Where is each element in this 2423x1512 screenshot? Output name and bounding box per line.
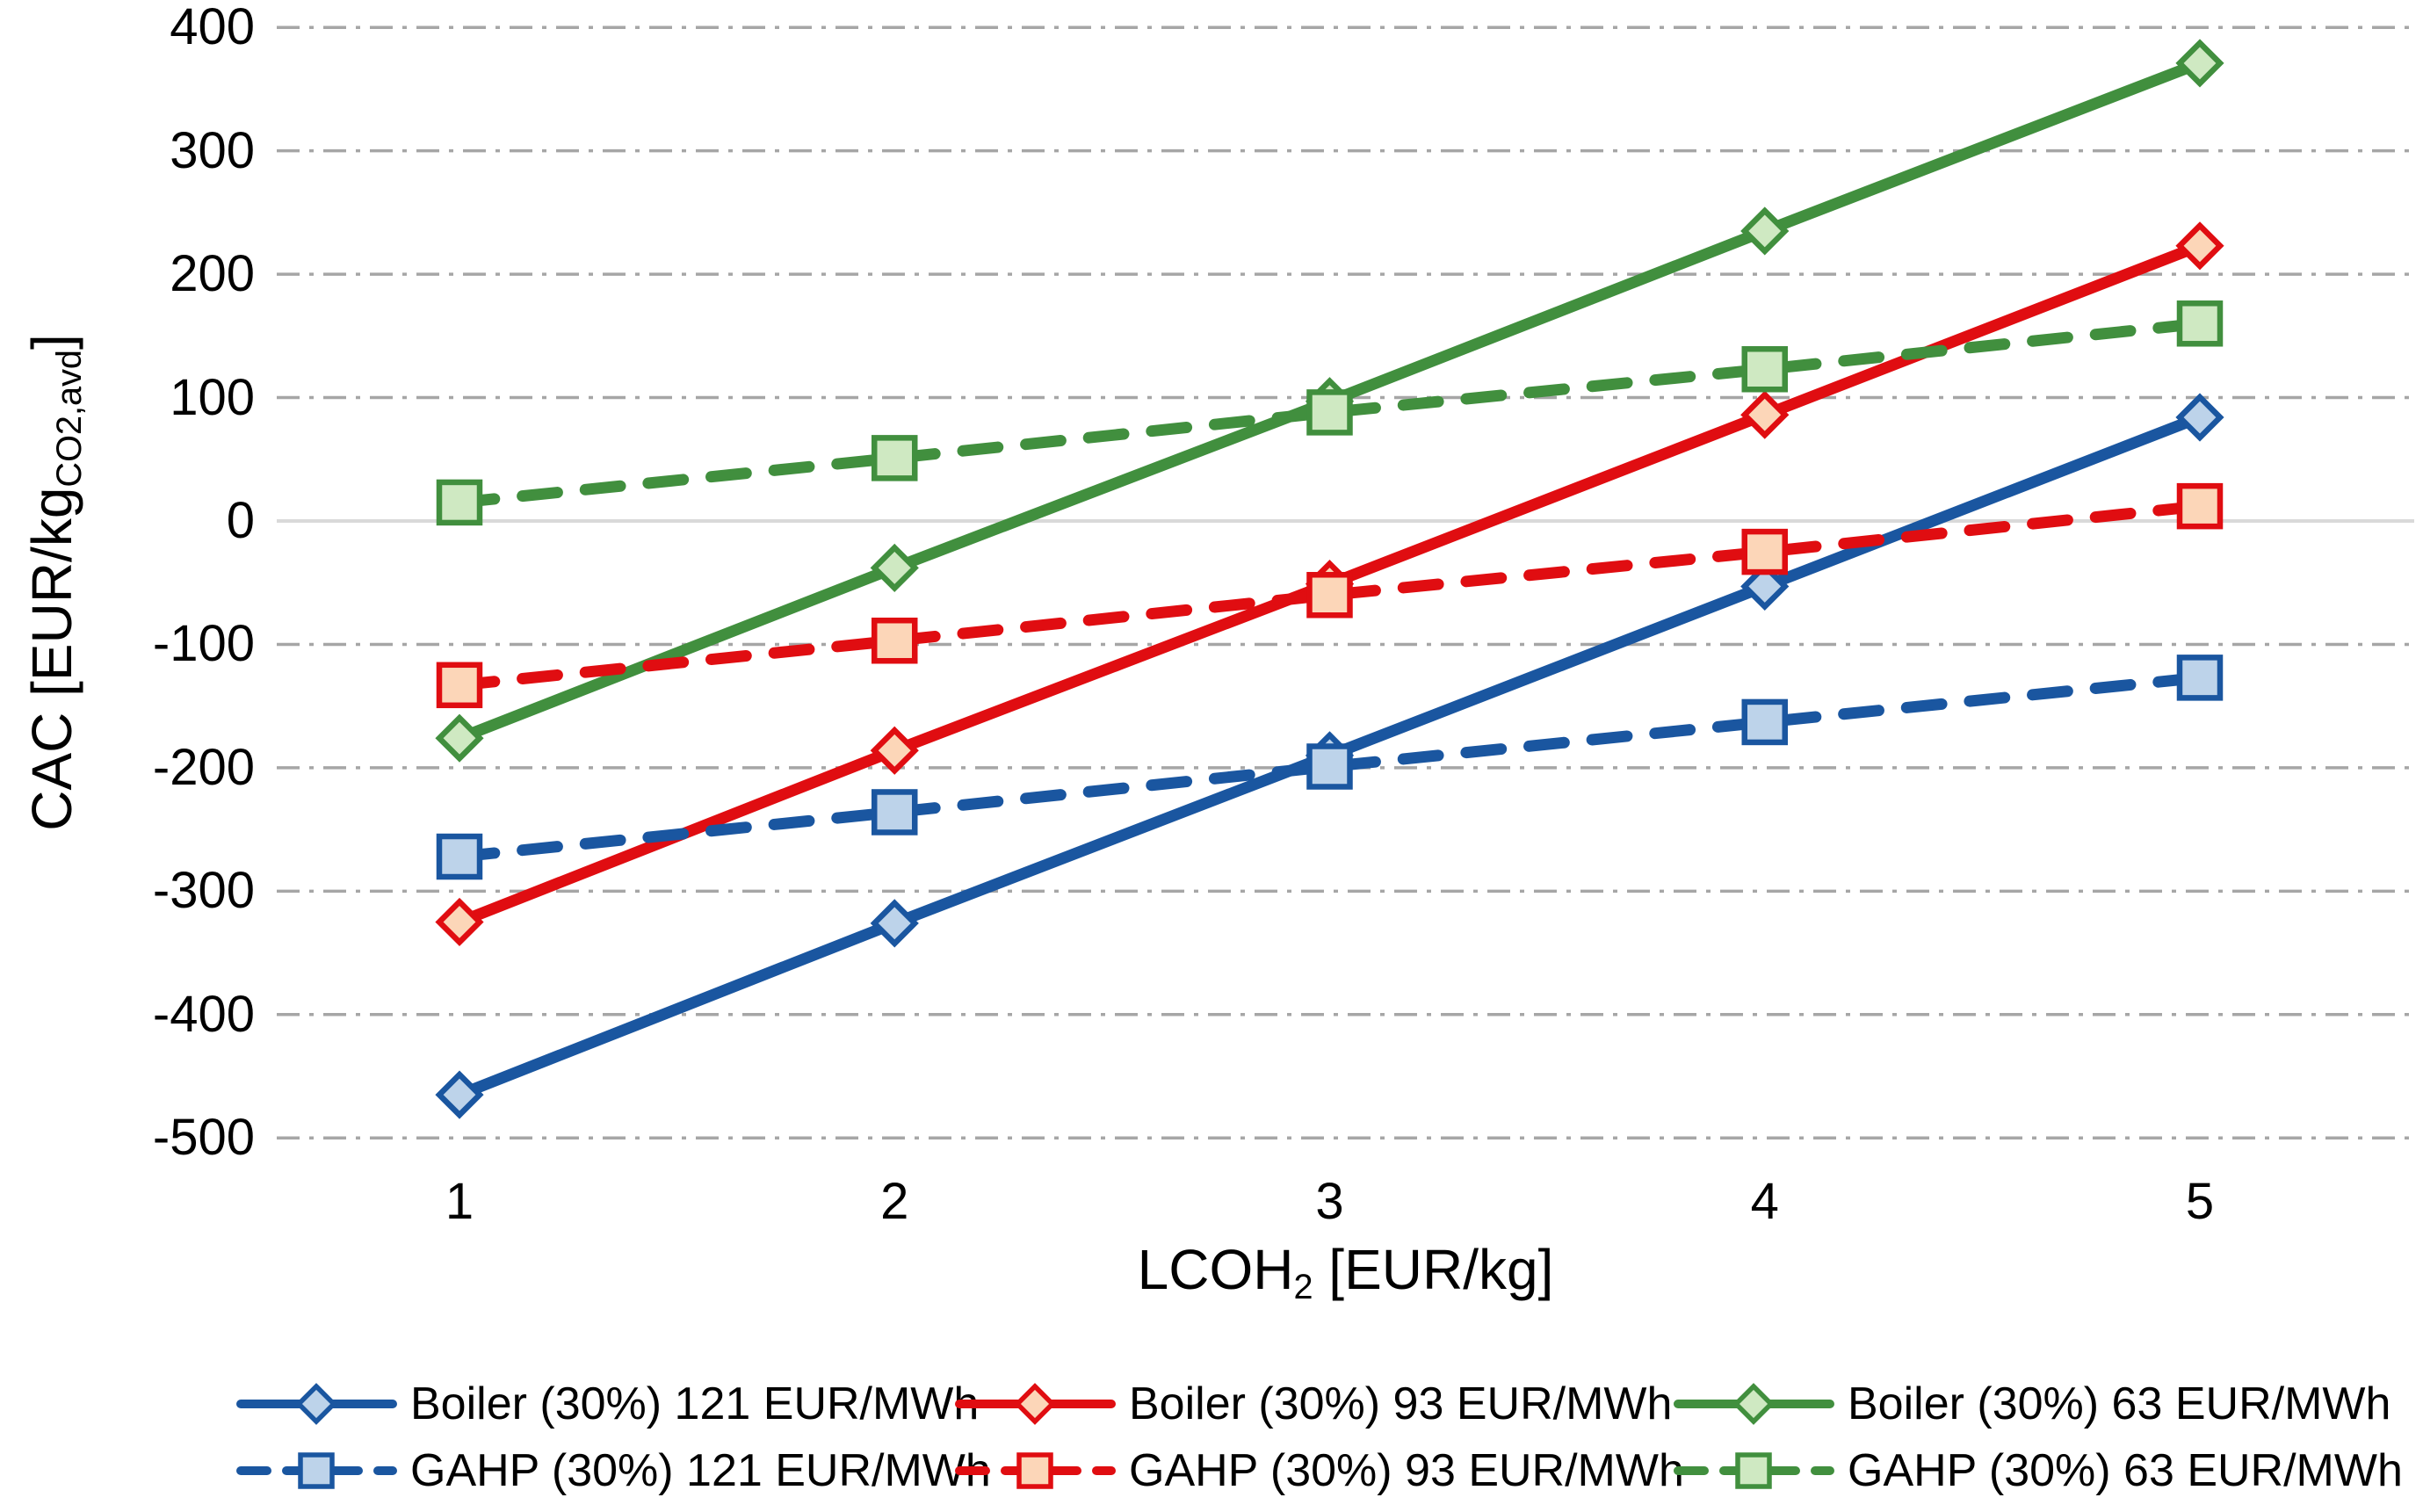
data-point xyxy=(1306,389,1353,436)
legend-item: GAHP (30%) 93 EUR/MWh xyxy=(954,1437,1684,1504)
x-tick-label: 4 xyxy=(1750,1173,1779,1230)
square-marker-icon xyxy=(298,1452,335,1489)
data-point xyxy=(872,617,918,664)
series-line xyxy=(453,671,2206,863)
y-tick-label: -500 xyxy=(152,1109,255,1167)
diamond-marker-icon xyxy=(1732,1383,1775,1425)
legend-swatch xyxy=(1674,1452,1834,1489)
x-title-prefix: LCOH xyxy=(1137,1238,1294,1301)
data-point xyxy=(2176,300,2224,347)
legend-label: GAHP (30%) 121 EUR/MWh xyxy=(410,1445,991,1496)
y-tick-label: 400 xyxy=(170,0,255,56)
series-gahp-30-121-eur-mwh xyxy=(436,655,2224,880)
data-point xyxy=(870,899,919,948)
y-tick-label: 100 xyxy=(170,368,255,426)
legend-swatch xyxy=(236,1452,397,1489)
y-tick-label: 200 xyxy=(170,245,255,303)
data-point xyxy=(870,726,919,775)
data-point xyxy=(435,897,484,947)
series-gahp-30-93-eur-mwh xyxy=(436,482,2224,709)
y-tick-label: -400 xyxy=(152,985,255,1043)
legend-item: Boiler (30%) 93 EUR/MWh xyxy=(954,1371,1673,1437)
data-point xyxy=(2175,221,2224,271)
data-point xyxy=(1740,206,1790,256)
series-line xyxy=(453,500,2206,691)
legend-swatch xyxy=(1674,1383,1834,1425)
data-point xyxy=(435,1070,484,1119)
diamond-marker-icon xyxy=(1014,1383,1056,1425)
legend-label: Boiler (30%) 63 EUR/MWh xyxy=(1848,1378,2391,1429)
x-title-subscript: 2 xyxy=(1293,1268,1313,1307)
y-tick-label: 300 xyxy=(170,121,255,179)
legend-label: Boiler (30%) 93 EUR/MWh xyxy=(1129,1378,1673,1429)
data-point xyxy=(436,662,483,709)
y-tick-label: -300 xyxy=(152,862,255,920)
y-tick-label: -100 xyxy=(152,615,255,673)
data-point xyxy=(1741,345,1788,393)
data-point xyxy=(872,789,918,836)
data-point xyxy=(870,543,919,592)
square-marker-icon xyxy=(1735,1452,1772,1489)
data-point xyxy=(1306,572,1353,619)
y-tick-label: 0 xyxy=(226,492,255,549)
legend-item: GAHP (30%) 121 EUR/MWh xyxy=(235,1437,991,1504)
data-point xyxy=(1306,743,1353,790)
data-point xyxy=(435,713,484,763)
data-point xyxy=(1741,698,1788,746)
legend-label: GAHP (30%) 93 EUR/MWh xyxy=(1129,1445,1684,1496)
square-marker-icon xyxy=(1016,1452,1053,1489)
x-title-suffix: [EUR/kg] xyxy=(1313,1238,1554,1301)
y-title-subscript: CO2,avd xyxy=(50,350,90,488)
legend-item: GAHP (30%) 63 EUR/MWh xyxy=(1673,1437,2403,1504)
data-point xyxy=(436,479,483,526)
legend-swatch xyxy=(955,1383,1116,1425)
data-point xyxy=(2176,655,2224,701)
data-point xyxy=(436,833,483,880)
legend-item: Boiler (30%) 121 EUR/MWh xyxy=(235,1371,979,1437)
data-point xyxy=(1741,528,1788,575)
legend: Boiler (30%) 121 EUR/MWh GAHP (30%) 121 E… xyxy=(235,1371,2403,1504)
x-tick-label: 2 xyxy=(880,1173,909,1230)
data-point xyxy=(2175,39,2224,88)
legend-swatch xyxy=(955,1452,1116,1489)
data-point xyxy=(1740,561,1790,611)
diamond-marker-icon xyxy=(295,1383,337,1425)
legend-item: Boiler (30%) 63 EUR/MWh xyxy=(1673,1371,2403,1437)
data-point xyxy=(1740,390,1790,439)
x-axis-title: LCOH2 [EUR/kg] xyxy=(277,1237,2414,1307)
data-point xyxy=(2176,482,2224,530)
y-tick-label: -200 xyxy=(152,738,255,796)
series-line xyxy=(453,317,2206,509)
x-tick-label: 3 xyxy=(1315,1173,1344,1230)
data-point xyxy=(2175,393,2224,442)
legend-label: Boiler (30%) 121 EUR/MWh xyxy=(410,1378,980,1429)
y-title-prefix: CAC [EUR/kg xyxy=(19,487,83,831)
data-point xyxy=(872,435,918,481)
legend-label: GAHP (30%) 63 EUR/MWh xyxy=(1848,1445,2403,1496)
legend-swatch xyxy=(236,1383,397,1425)
x-tick-label: 1 xyxy=(445,1173,474,1230)
x-tick-label: 5 xyxy=(2185,1173,2215,1230)
series-gahp-30-63-eur-mwh xyxy=(436,300,2224,526)
y-title-suffix: ] xyxy=(19,334,83,351)
